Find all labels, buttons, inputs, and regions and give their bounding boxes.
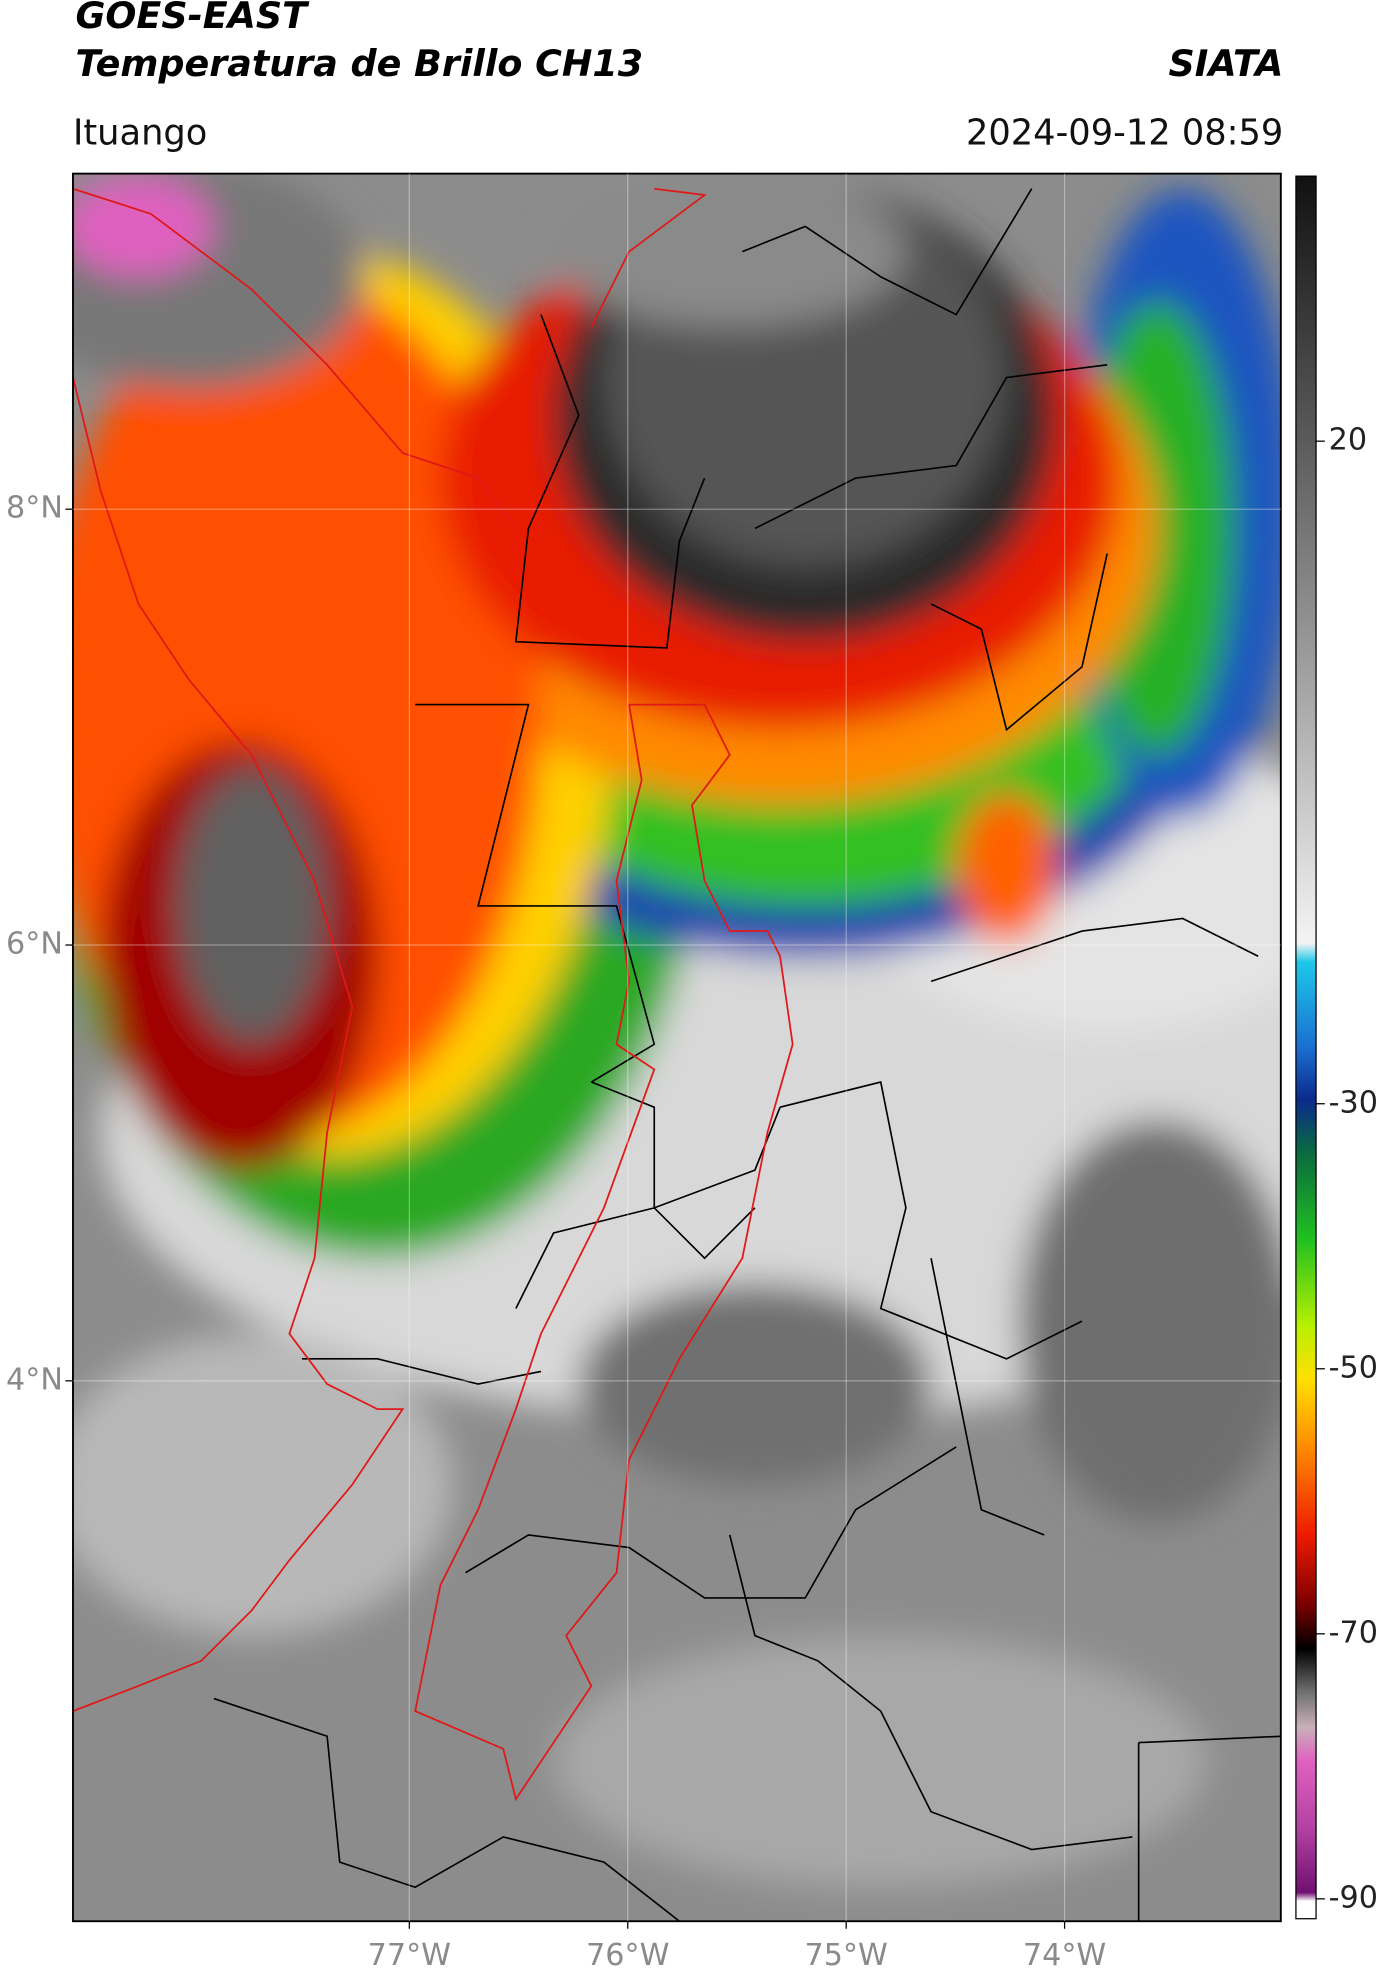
lon-tick-label: 75°W <box>804 1938 887 1973</box>
colorbar-tick-label: -70 <box>1329 1615 1378 1650</box>
map-frame <box>72 172 1282 1923</box>
colorbar-tick-label: 20 <box>1329 423 1367 458</box>
lat-tick-label: 4°N <box>6 1362 63 1397</box>
colorbar-tick-label: -50 <box>1329 1350 1378 1385</box>
lon-tick-label: 76°W <box>586 1938 669 1973</box>
subtitle: Temperatura de Brillo CH13 <box>75 42 643 85</box>
satellite-image <box>72 173 1281 1922</box>
lon-tick-label: 77°W <box>368 1938 451 1973</box>
location: Ituango <box>73 113 207 154</box>
datetime: 2024-09-12 08:59 <box>966 113 1283 154</box>
lat-tick-label: 8°N <box>6 491 63 526</box>
colorbar-tick-label: -90 <box>1329 1880 1378 1915</box>
colorbar-tick-label: -30 <box>1329 1085 1378 1120</box>
title: GOES-EAST <box>75 0 310 37</box>
lat-tick-label: 6°N <box>6 927 63 962</box>
colorbar <box>1295 175 1317 1920</box>
lon-tick-label: 74°W <box>1023 1938 1106 1973</box>
source: SIATA <box>1168 42 1283 85</box>
